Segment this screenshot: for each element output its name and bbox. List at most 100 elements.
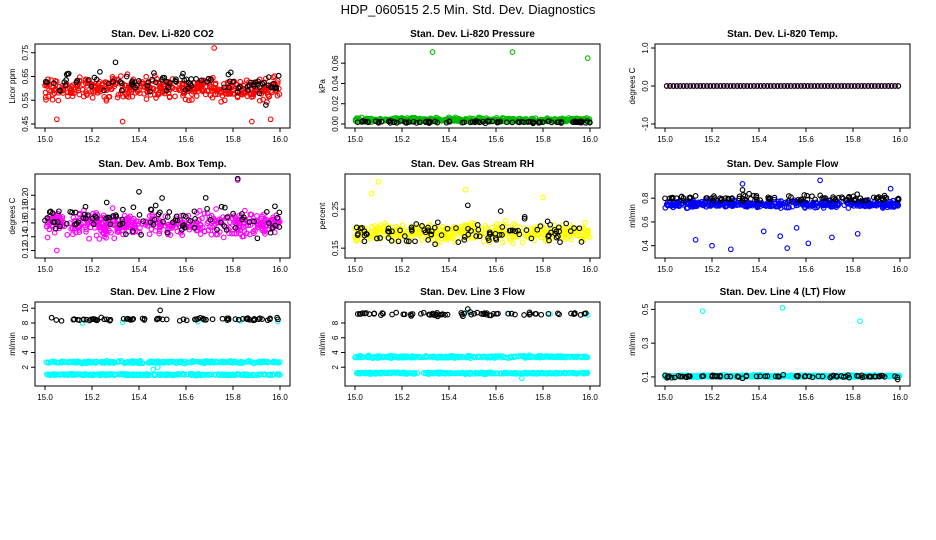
- data-point: [101, 87, 107, 94]
- data-point: [147, 206, 154, 213]
- data-point: [882, 83, 888, 89]
- data-point: [519, 118, 525, 125]
- data-point: [582, 310, 589, 317]
- points-layer: [42, 175, 283, 254]
- data-point: [63, 77, 69, 83]
- data-point: [68, 226, 75, 232]
- data-point: [509, 227, 516, 234]
- data-point: [680, 83, 687, 89]
- data-point: [216, 216, 223, 223]
- data-point: [203, 316, 209, 323]
- data-point: [670, 83, 677, 89]
- data-point: [671, 374, 678, 381]
- x-tick-label: 15.0: [657, 265, 673, 274]
- data-point: [202, 195, 209, 201]
- data-point: [72, 209, 79, 216]
- data-point: [269, 371, 276, 378]
- data-point: [388, 238, 395, 244]
- x-tick-label: 15.2: [394, 135, 410, 144]
- data-point: [114, 359, 121, 365]
- x-tick-label: 15.4: [441, 265, 457, 274]
- data-point: [254, 224, 261, 231]
- data-point: [556, 311, 562, 318]
- data-point: [808, 83, 814, 89]
- data-point: [394, 369, 400, 376]
- data-point: [211, 87, 217, 94]
- data-point: [97, 69, 103, 75]
- data-point: [94, 89, 101, 96]
- y-tick-label: 0.65: [21, 68, 30, 84]
- figure-title: HDP_060515 2.5 Min. Std. Dev. Diagnostic…: [340, 2, 596, 17]
- data-point: [177, 230, 184, 236]
- data-point: [747, 83, 754, 89]
- data-point: [444, 311, 451, 318]
- data-point: [167, 79, 173, 86]
- y-axis-label: ml/min: [628, 204, 637, 228]
- data-point: [211, 222, 217, 229]
- data-point: [564, 353, 570, 360]
- data-point: [582, 119, 589, 126]
- data-point: [444, 225, 451, 232]
- data-point: [92, 213, 99, 220]
- data-point: [526, 311, 533, 318]
- data-point: [134, 372, 141, 378]
- plot-frame: [654, 173, 911, 259]
- data-point: [264, 359, 271, 366]
- data-point: [256, 97, 263, 104]
- data-point: [784, 83, 791, 89]
- data-point: [536, 369, 542, 376]
- data-point: [680, 195, 687, 201]
- data-point: [128, 81, 135, 88]
- data-point: [761, 83, 767, 89]
- data-point: [559, 229, 566, 235]
- data-point: [269, 84, 276, 91]
- data-point: [136, 188, 142, 195]
- data-point: [129, 79, 135, 86]
- data-point: [275, 372, 282, 378]
- x-tick-label: 15.8: [845, 135, 861, 144]
- data-point: [270, 81, 277, 87]
- data-point: [224, 214, 231, 221]
- data-point: [151, 216, 158, 223]
- x-tick-label: 15.2: [84, 393, 100, 402]
- data-point: [97, 84, 103, 90]
- data-point: [138, 231, 144, 238]
- data-point: [120, 206, 126, 213]
- data-point: [244, 358, 251, 365]
- data-point: [99, 359, 106, 366]
- data-point: [165, 79, 172, 85]
- data-point: [672, 202, 679, 209]
- data-point: [694, 202, 701, 209]
- data-point: [434, 219, 441, 226]
- data-point: [841, 83, 848, 89]
- data-point: [140, 218, 147, 224]
- data-point: [862, 197, 869, 204]
- data-point: [173, 76, 179, 83]
- data-point: [257, 359, 264, 366]
- points-layer: [352, 306, 591, 382]
- data-point: [48, 358, 55, 365]
- data-point: [357, 370, 364, 377]
- data-point: [725, 196, 732, 203]
- data-point: [510, 240, 516, 247]
- data-point: [580, 225, 587, 232]
- data-point: [461, 237, 468, 243]
- data-point: [244, 315, 251, 321]
- data-point: [53, 247, 60, 254]
- data-point: [401, 311, 408, 318]
- data-point: [383, 353, 390, 360]
- data-point: [261, 371, 268, 377]
- data-point: [186, 97, 192, 104]
- data-point: [571, 311, 577, 317]
- data-point: [779, 304, 786, 311]
- data-point: [113, 212, 119, 218]
- data-point: [378, 227, 384, 234]
- data-point: [192, 316, 198, 323]
- data-point: [703, 203, 710, 210]
- data-point: [169, 371, 176, 378]
- data-point: [883, 195, 890, 201]
- data-point: [209, 94, 216, 101]
- x-tick-label: 15.6: [178, 393, 194, 402]
